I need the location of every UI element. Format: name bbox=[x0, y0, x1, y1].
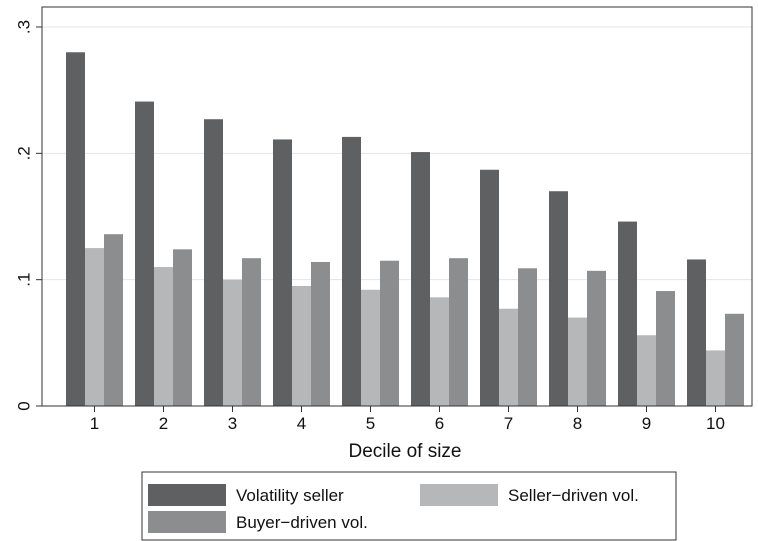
x-tick-label: 3 bbox=[228, 414, 237, 433]
bar-seller-driven bbox=[154, 267, 173, 406]
y-axis: 0 .1 .2 .3 bbox=[15, 20, 42, 411]
bar-volatility-seller bbox=[204, 119, 223, 407]
plot-frame bbox=[41, 6, 753, 407]
bar-buyer-driven bbox=[380, 260, 399, 406]
bar-buyer-driven bbox=[173, 249, 192, 406]
bar-buyer-driven bbox=[725, 313, 744, 406]
bar-buyer-driven bbox=[518, 268, 537, 406]
bar-volatility-seller bbox=[342, 136, 361, 406]
bar-volatility-seller bbox=[273, 139, 292, 407]
bar-seller-driven bbox=[223, 279, 242, 406]
x-tick-label: 8 bbox=[573, 414, 582, 433]
bar-seller-driven bbox=[361, 289, 380, 406]
x-tick-label: 5 bbox=[366, 414, 375, 433]
bar-buyer-driven bbox=[587, 270, 606, 406]
legend-box bbox=[141, 471, 677, 541]
bar-volatility-seller bbox=[411, 152, 430, 406]
x-tick-label: 6 bbox=[435, 414, 444, 433]
x-axis: 1 2 3 4 5 6 7 8 9 10 bbox=[90, 406, 725, 433]
x-tick-label: 9 bbox=[642, 414, 651, 433]
legend-swatch-seller-driven bbox=[420, 484, 498, 506]
x-tick-label: 2 bbox=[159, 414, 168, 433]
legend-swatch-buyer-driven bbox=[148, 511, 226, 533]
x-tick-label: 1 bbox=[90, 414, 99, 433]
bar-seller-driven bbox=[568, 317, 587, 406]
legend-swatch-volatility-seller bbox=[148, 484, 226, 506]
x-tick-label: 10 bbox=[706, 414, 725, 433]
legend-label-volatility-seller: Volatility seller bbox=[236, 486, 344, 505]
bar-buyer-driven bbox=[104, 234, 123, 406]
bar-buyer-driven bbox=[242, 258, 261, 406]
bar-volatility-seller bbox=[135, 101, 154, 406]
bar-seller-driven bbox=[706, 350, 725, 406]
legend-label-buyer-driven: Buyer−driven vol. bbox=[236, 513, 368, 532]
y-tick-label: .2 bbox=[15, 146, 34, 160]
bar-buyer-driven bbox=[311, 261, 330, 406]
bar-volatility-seller bbox=[618, 221, 637, 406]
bar-buyer-driven bbox=[656, 291, 675, 406]
bar-seller-driven bbox=[85, 248, 104, 406]
bar-seller-driven bbox=[637, 335, 656, 406]
bars bbox=[66, 52, 744, 407]
x-tick-label: 7 bbox=[504, 414, 513, 433]
bar-volatility-seller bbox=[480, 169, 499, 406]
x-tick-label: 4 bbox=[297, 414, 306, 433]
bar-volatility-seller bbox=[66, 52, 85, 407]
legend-label-seller-driven: Seller−driven vol. bbox=[508, 486, 639, 505]
bar-volatility-seller bbox=[687, 259, 706, 406]
y-tick-label: 0 bbox=[15, 401, 34, 410]
bar-seller-driven bbox=[430, 297, 449, 406]
y-tick-label: .3 bbox=[15, 20, 34, 34]
bar-volatility-seller bbox=[549, 191, 568, 406]
legend: Volatility seller Seller−driven vol. Buy… bbox=[141, 471, 677, 541]
x-axis-title: Decile of size bbox=[349, 441, 462, 462]
bar-seller-driven bbox=[499, 308, 518, 406]
bar-seller-driven bbox=[292, 285, 311, 406]
bar-buyer-driven bbox=[449, 258, 468, 406]
y-tick-label: .1 bbox=[15, 273, 34, 287]
